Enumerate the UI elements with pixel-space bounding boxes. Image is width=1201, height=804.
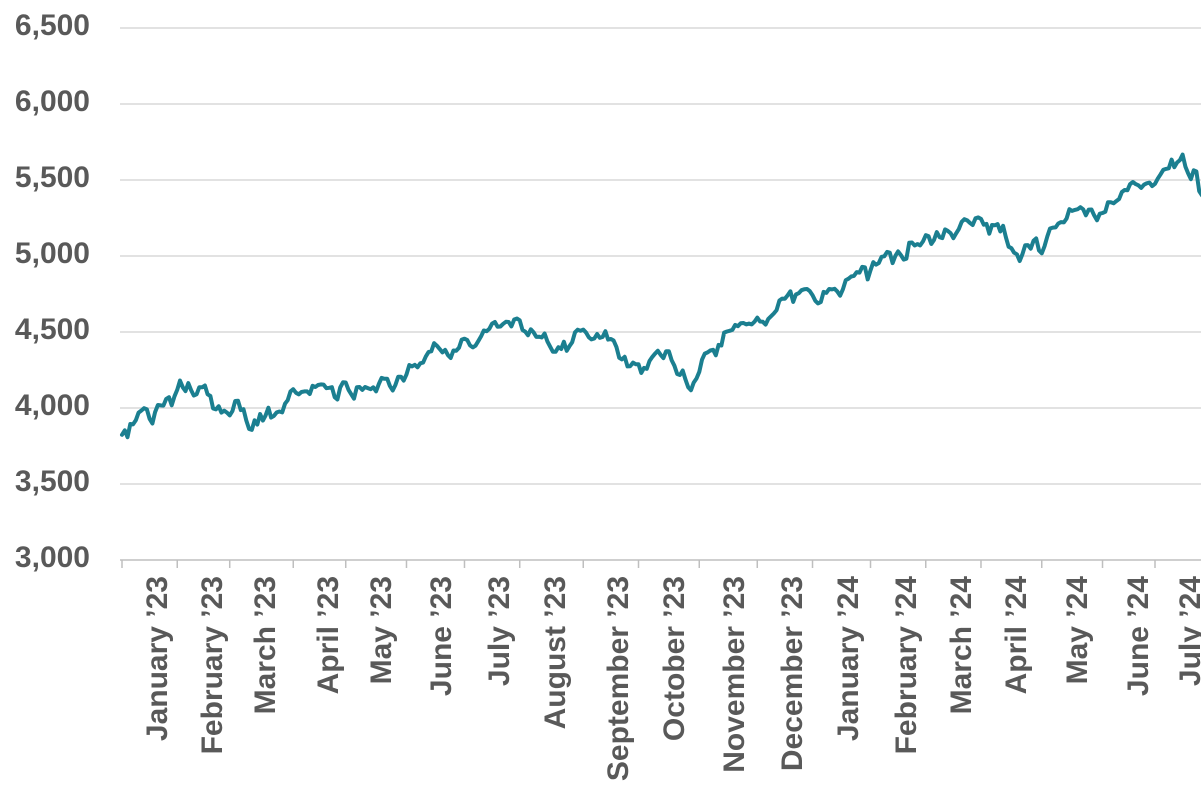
x-axis-tick-label: July ’23 <box>483 576 517 687</box>
x-axis-tick-label: December ’23 <box>776 576 810 772</box>
price-line <box>120 152 1201 440</box>
x-axis-tick-label: January ’23 <box>141 576 174 742</box>
x-axis-tick-label: October ’23 <box>657 576 691 742</box>
x-axis-tick-label: February ’24 <box>889 576 923 755</box>
x-axis-tick-label: February ’23 <box>196 576 230 755</box>
x-axis-tick-label: July ’24 <box>1174 576 1201 687</box>
x-axis-tick-label: May ’23 <box>364 576 398 685</box>
y-axis-tick-label: 3,500 <box>14 465 90 498</box>
x-axis-tick-label: June ’24 <box>1121 576 1155 697</box>
y-axis-tick-label: 5,000 <box>14 237 90 270</box>
x-axis-tick-label: August ’23 <box>538 576 572 730</box>
x-axis-tick-label: March ’24 <box>944 576 978 715</box>
x-axis-tick-label: May ’24 <box>1060 576 1094 685</box>
x-axis-tick-label: January ’24 <box>831 576 865 742</box>
y-axis-tick-label: 4,000 <box>14 389 90 422</box>
y-axis-tick-label: 3,000 <box>14 541 90 574</box>
y-axis-tick-label: 5,500 <box>14 161 90 194</box>
x-axis-tick-label: November ’23 <box>718 576 752 773</box>
x-axis-tick-label: June ’23 <box>425 576 459 697</box>
y-axis-tick-label: 6,500 <box>14 9 90 42</box>
x-axis-tick-label: September ’23 <box>602 576 636 782</box>
x-axis-tick-label: April ’23 <box>312 576 346 695</box>
y-axis-tick-label: 6,000 <box>14 85 90 118</box>
x-axis-tick-label: April ’24 <box>999 576 1033 695</box>
y-axis-tick-label: 4,500 <box>14 313 90 346</box>
x-axis-tick-label: March ’23 <box>248 576 282 715</box>
